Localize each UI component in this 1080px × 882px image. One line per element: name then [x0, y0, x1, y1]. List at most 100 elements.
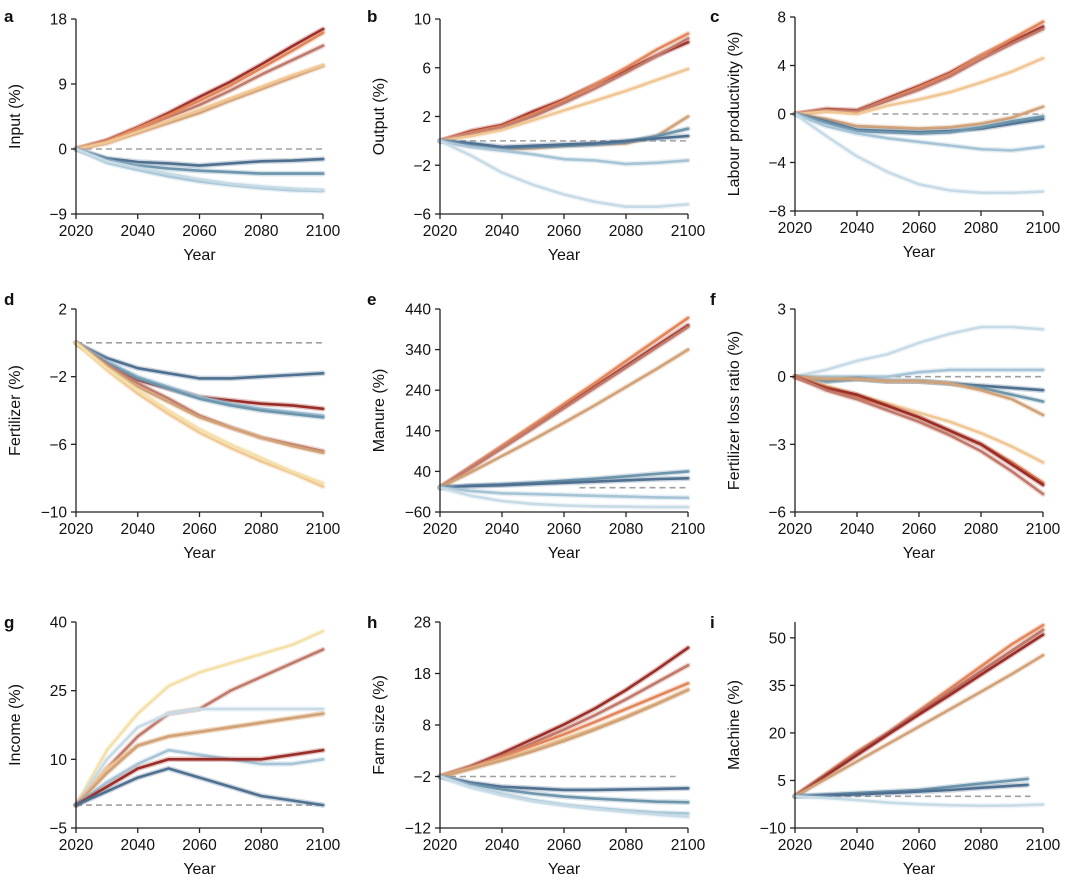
- x-tick-label: 2040: [121, 223, 156, 240]
- series-halo: [437, 662, 691, 780]
- series-line-6: [793, 112, 1045, 135]
- panel-c: c 2020 2040 2060 2080 2100 −8 −4 0 4 8 Year Labour p…: [710, 7, 1061, 261]
- series-line-7: [793, 112, 1045, 152]
- x-tick-label: 2020: [423, 223, 458, 240]
- y-tick-label: 0: [58, 142, 67, 159]
- series-line-0: [74, 629, 325, 807]
- x-tick-label: 2100: [1026, 521, 1061, 538]
- y-axis-title: Input (%): [7, 84, 24, 149]
- y-tick-label: −5: [49, 821, 67, 838]
- x-axis-title: Year: [903, 244, 936, 261]
- y-tick-label: 50: [769, 630, 787, 647]
- series-line-2: [438, 325, 690, 489]
- x-tick-label: 2080: [244, 837, 279, 854]
- x-tick-label: 2060: [547, 837, 582, 854]
- x-tick-label: 2020: [778, 220, 813, 237]
- x-tick-label: 2020: [59, 521, 94, 538]
- x-axis-title: Year: [548, 247, 581, 264]
- y-tick-label: −3: [768, 437, 786, 454]
- x-axis-title: Year: [548, 861, 581, 878]
- x-tick-label: 2020: [59, 837, 94, 854]
- series-line-3: [74, 341, 325, 419]
- x-tick-label: 2060: [182, 223, 217, 240]
- x-tick-label: 2100: [306, 223, 341, 240]
- y-tick-label: 10: [50, 752, 68, 769]
- y-tick-label: 8: [422, 718, 431, 735]
- x-tick-label: 2060: [902, 837, 937, 854]
- x-tick-label: 2100: [306, 837, 341, 854]
- panel-letter: h: [367, 613, 377, 632]
- series-line-8: [793, 375, 1045, 496]
- series-halo: [437, 645, 691, 780]
- series-line-6: [438, 486, 690, 500]
- panel-f: f 2020 2040 2060 2080 2100 −6 −3 0 3 Year Fertilize…: [710, 290, 1061, 562]
- series-line-2: [74, 341, 325, 417]
- panel-i: i 2020 2040 2060 2080 2100 −10 5 20 35 50 Year Machi…: [710, 613, 1061, 878]
- x-tick-label: 2040: [121, 521, 156, 538]
- x-tick-label: 2080: [964, 521, 999, 538]
- series-line-0: [74, 341, 325, 380]
- series-line-3: [793, 56, 1045, 116]
- panel-d: d 2020 2040 2060 2080 2100 −10 −6 −2 2 Year Fertili…: [4, 290, 341, 562]
- x-tick-label: 2020: [778, 521, 813, 538]
- x-axis-title: Year: [183, 545, 216, 562]
- y-tick-label: −8: [768, 204, 786, 221]
- series-line-2: [793, 27, 1045, 116]
- x-tick-label: 2080: [609, 521, 644, 538]
- panel-a: a 2020 2040 2060 2080 2100 −9 0 9 18 Year Input (%): [4, 7, 341, 264]
- y-tick-label: 240: [405, 383, 431, 400]
- y-axis-title: Farm size (%): [371, 675, 388, 775]
- y-axis-title: Manure (%): [371, 369, 388, 453]
- x-axis-title: Year: [183, 247, 216, 264]
- series-line-8: [438, 139, 690, 208]
- x-tick-label: 2100: [671, 837, 706, 854]
- x-tick-label: 2040: [840, 837, 875, 854]
- y-tick-label: 25: [50, 683, 67, 700]
- x-tick-label: 2060: [547, 521, 582, 538]
- series-line-6: [74, 341, 325, 488]
- y-tick-label: 6: [422, 60, 431, 77]
- y-tick-label: 18: [50, 12, 67, 29]
- y-tick-label: −6: [413, 207, 431, 224]
- y-tick-label: −9: [49, 207, 67, 224]
- y-tick-label: −4: [768, 155, 786, 172]
- x-tick-label: 2060: [902, 220, 937, 237]
- panel-letter: b: [367, 7, 377, 26]
- series-line-2: [74, 707, 325, 807]
- y-tick-label: 0: [777, 107, 786, 124]
- y-tick-label: 5: [777, 773, 786, 790]
- x-tick-label: 2100: [306, 521, 341, 538]
- y-tick-label: 3: [777, 302, 786, 319]
- y-tick-label: 9: [58, 77, 67, 94]
- series-line-4: [74, 712, 325, 807]
- panel-letter: e: [367, 290, 376, 309]
- y-tick-label: 10: [414, 12, 432, 29]
- series-halo: [437, 346, 691, 491]
- x-tick-label: 2060: [182, 521, 217, 538]
- panel-g: g 2020 2040 2060 2080 2100 −5 10 25 40 Year Income …: [4, 613, 341, 878]
- series-line-6: [438, 775, 690, 804]
- y-tick-label: 20: [769, 725, 787, 742]
- y-axis-title: Machine (%): [726, 680, 743, 770]
- x-tick-label: 2080: [609, 837, 644, 854]
- series-line-7: [438, 139, 690, 166]
- y-tick-label: −10: [760, 821, 787, 838]
- x-tick-label: 2020: [423, 521, 458, 538]
- x-tick-label: 2080: [964, 220, 999, 237]
- series-halo: [437, 30, 691, 144]
- x-tick-label: 2060: [182, 837, 217, 854]
- series-line-5: [438, 477, 690, 489]
- series-line-2: [74, 31, 325, 151]
- series-line-3: [438, 67, 690, 143]
- series-line-6: [793, 795, 1045, 808]
- series-line-0: [793, 325, 1045, 378]
- y-axis-title: Income (%): [7, 684, 24, 766]
- y-tick-label: 2: [58, 302, 67, 319]
- series-line-6: [438, 134, 690, 149]
- series-line-5: [793, 375, 1045, 464]
- y-tick-label: 340: [405, 342, 431, 359]
- y-tick-label: 28: [414, 615, 431, 632]
- series-line-6: [74, 147, 325, 175]
- panel-letter: f: [710, 290, 716, 309]
